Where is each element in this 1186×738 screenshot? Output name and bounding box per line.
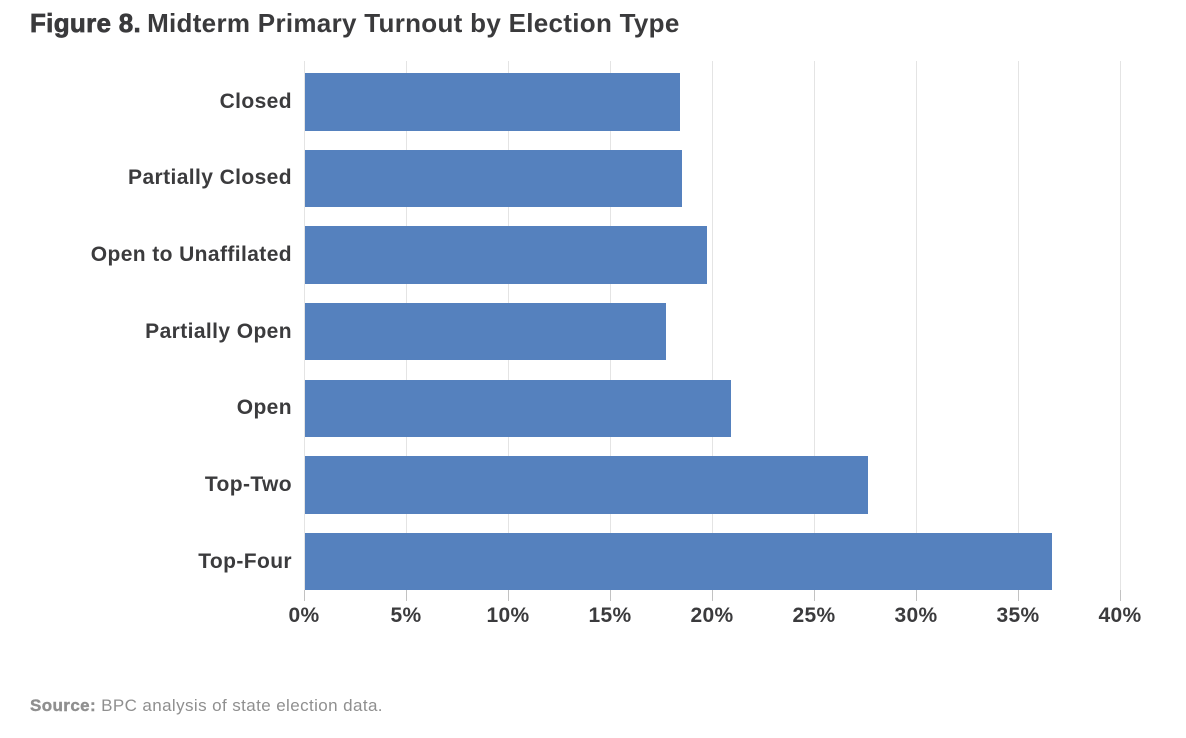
- figure-number: Figure 8.: [30, 8, 142, 39]
- category-label-partially-open: Partially Open: [145, 319, 292, 343]
- axis-tick-0pct: [304, 590, 305, 601]
- x-tick-label-15pct: 15%: [588, 604, 632, 627]
- axis-tick-20pct: [712, 590, 713, 601]
- y-axis-labels: Closed Partially Closed Open to Unaffilate…: [0, 61, 292, 590]
- chart-title-text: Midterm Primary Turnout by Election Type: [147, 8, 680, 38]
- x-tick-label-10pct: 10%: [486, 604, 530, 627]
- category-label-open-to-unaffilated: Open to Unaffilated: [90, 243, 292, 267]
- x-tick-label-0pct: 0%: [288, 604, 320, 627]
- source-note: Source: BPC analysis of state election da…: [30, 696, 383, 716]
- bar-partially-open: [305, 302, 667, 361]
- category-label-closed: Closed: [219, 89, 292, 113]
- axis-tick-35pct: [1018, 590, 1019, 601]
- plot-area: [304, 61, 1144, 601]
- x-tick-label-20pct: 20%: [690, 604, 734, 627]
- bar-partially-closed: [305, 149, 683, 208]
- source-text: BPC analysis of state election data.: [101, 696, 383, 715]
- axis-tick-40pct: [1120, 590, 1121, 601]
- gridline-40pct: [1120, 61, 1121, 590]
- bar-open: [305, 379, 732, 438]
- gridline-20pct: [712, 61, 713, 590]
- bar-closed: [305, 73, 681, 131]
- gridline-35pct: [1018, 61, 1019, 590]
- category-label-partially-closed: Partially Closed: [128, 166, 292, 190]
- gridline-25pct: [814, 61, 815, 590]
- bar-open-to-unaffilated: [305, 226, 707, 284]
- chart-title: Figure 8. Midterm Primary Turnout by Elec…: [30, 8, 680, 39]
- bar-top-two: [305, 456, 869, 514]
- axis-tick-15pct: [610, 590, 611, 601]
- x-tick-label-35pct: 35%: [996, 604, 1040, 627]
- axis-tick-25pct: [814, 590, 815, 601]
- axis-tick-30pct: [916, 590, 917, 601]
- category-label-open: Open: [236, 396, 292, 420]
- category-label-top-four: Top-Four: [198, 549, 292, 573]
- x-tick-label-5pct: 5%: [390, 604, 422, 627]
- source-label: Source:: [30, 696, 97, 715]
- gridline-0pct: [304, 61, 305, 590]
- bar-top-four: [305, 532, 1052, 591]
- x-axis-labels: 0% 5% 10% 15% 20% 25% 30% 35% 40%: [289, 604, 1164, 636]
- x-tick-label-25pct: 25%: [792, 604, 836, 627]
- gridline-30pct: [916, 61, 917, 590]
- category-label-top-two: Top-Two: [204, 473, 292, 496]
- x-tick-label-30pct: 30%: [894, 604, 938, 627]
- axis-tick-10pct: [508, 590, 509, 601]
- axis-tick-5pct: [406, 590, 407, 601]
- x-tick-label-40pct: 40%: [1098, 604, 1142, 627]
